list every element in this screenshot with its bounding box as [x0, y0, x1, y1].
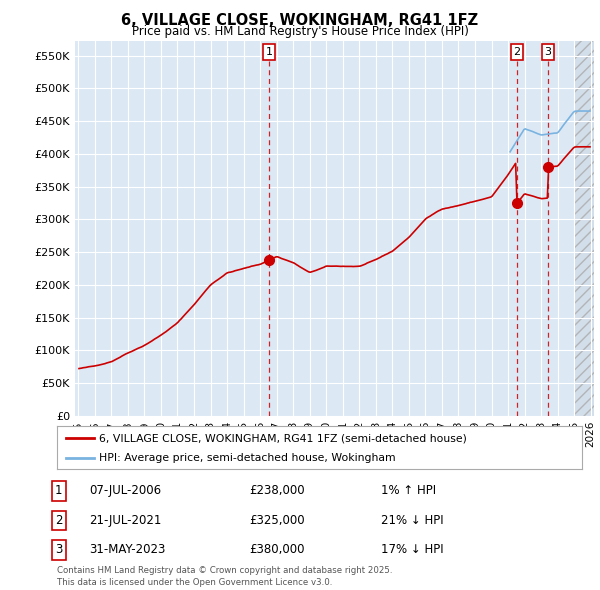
Text: Contains HM Land Registry data © Crown copyright and database right 2025.
This d: Contains HM Land Registry data © Crown c…	[57, 566, 392, 587]
Text: 2: 2	[514, 47, 521, 57]
Text: £325,000: £325,000	[249, 514, 305, 527]
Text: 17% ↓ HPI: 17% ↓ HPI	[381, 543, 443, 556]
Text: HPI: Average price, semi-detached house, Wokingham: HPI: Average price, semi-detached house,…	[99, 453, 395, 463]
Text: 2: 2	[55, 514, 62, 527]
Text: £238,000: £238,000	[249, 484, 305, 497]
Text: 3: 3	[545, 47, 551, 57]
Text: 1: 1	[265, 47, 272, 57]
Text: £380,000: £380,000	[249, 543, 305, 556]
Text: 31-MAY-2023: 31-MAY-2023	[89, 543, 165, 556]
Text: 3: 3	[55, 543, 62, 556]
Text: Price paid vs. HM Land Registry's House Price Index (HPI): Price paid vs. HM Land Registry's House …	[131, 25, 469, 38]
Text: 1% ↑ HPI: 1% ↑ HPI	[381, 484, 436, 497]
Text: 6, VILLAGE CLOSE, WOKINGHAM, RG41 1FZ: 6, VILLAGE CLOSE, WOKINGHAM, RG41 1FZ	[121, 13, 479, 28]
Text: 07-JUL-2006: 07-JUL-2006	[89, 484, 161, 497]
Text: 1: 1	[55, 484, 62, 497]
Bar	[574, 41, 599, 416]
Text: 6, VILLAGE CLOSE, WOKINGHAM, RG41 1FZ (semi-detached house): 6, VILLAGE CLOSE, WOKINGHAM, RG41 1FZ (s…	[99, 433, 467, 443]
Text: 21-JUL-2021: 21-JUL-2021	[89, 514, 161, 527]
Text: 21% ↓ HPI: 21% ↓ HPI	[381, 514, 443, 527]
